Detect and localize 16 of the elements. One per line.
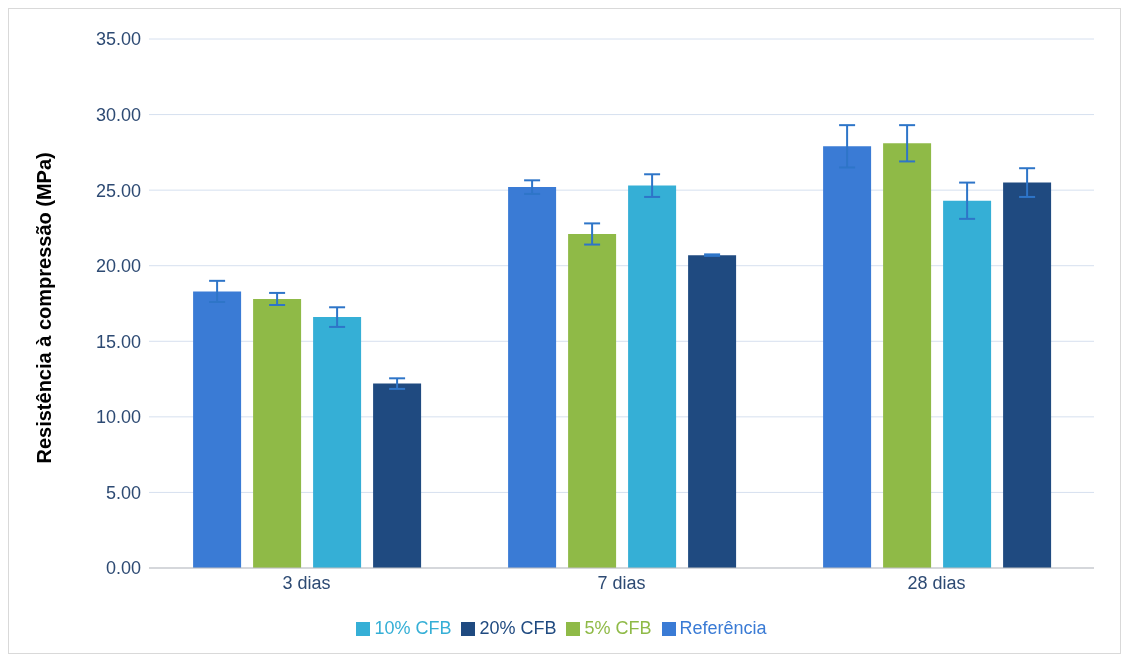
y-tick-label: 5.00 xyxy=(105,482,141,503)
y-tick-label: 10.00 xyxy=(95,407,141,428)
legend-label: 5% CFB xyxy=(584,618,652,638)
legend-label: 20% CFB xyxy=(479,618,557,638)
y-tick-label: 35.00 xyxy=(95,29,141,50)
legend-label: Referência xyxy=(679,618,767,638)
y-tick-label: 30.00 xyxy=(95,104,141,125)
x-tick-label: 7 dias xyxy=(597,572,646,593)
legend-label: 10% CFB xyxy=(374,618,452,638)
x-tick-label: 28 dias xyxy=(907,572,966,593)
y-tick-label: 15.00 xyxy=(95,331,141,352)
y-tick-label: 25.00 xyxy=(95,180,141,201)
y-axis-title: Resistência à compressão (MPa) xyxy=(33,152,56,464)
y-tick-label: 0.00 xyxy=(105,558,141,579)
y-tick-label: 20.00 xyxy=(95,256,141,277)
x-tick-label: 3 dias xyxy=(282,572,331,593)
